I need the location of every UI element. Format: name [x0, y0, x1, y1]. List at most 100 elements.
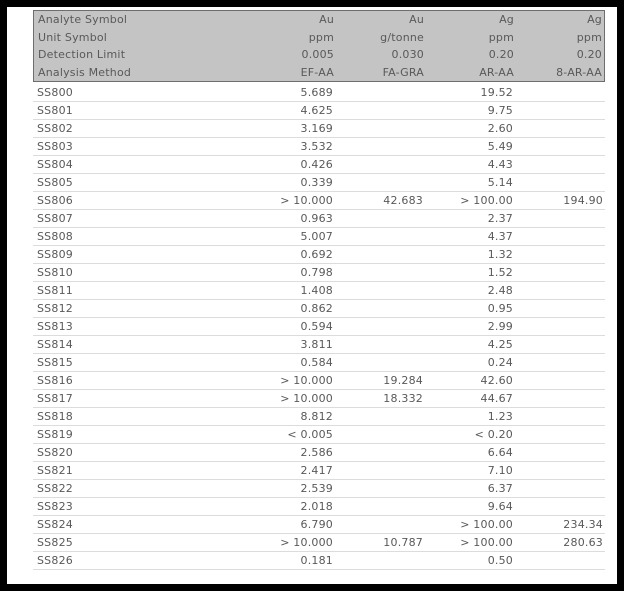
header-cell: ppm: [308, 30, 334, 44]
table-row: SS807 0.963 2.37: [33, 210, 605, 228]
table-row: SS808 5.007 4.37: [33, 228, 605, 246]
table-row: SS820 2.586 6.64: [33, 444, 605, 462]
sample-id: SS817: [37, 392, 73, 405]
table-row: SS811 1.408 2.48: [33, 282, 605, 300]
value-cell: 3.811: [300, 338, 333, 351]
value-cell: 5.689: [300, 86, 333, 99]
sample-id: SS805: [37, 176, 73, 189]
value-cell: 2.539: [300, 482, 333, 495]
header-row-label: Analyte Symbol: [38, 13, 128, 27]
value-cell: 0.426: [300, 158, 333, 171]
value-cell: 5.007: [300, 230, 333, 243]
value-cell: 234.34: [563, 518, 603, 531]
header-cell: ppm: [488, 30, 514, 44]
sample-id: SS820: [37, 446, 73, 459]
header-row-label: Detection Limit: [38, 48, 126, 62]
value-cell: 0.181: [300, 554, 333, 567]
sample-id: SS806: [37, 194, 73, 207]
table-row: SS816 > 10.000 19.284 42.60: [33, 372, 605, 390]
value-cell: 1.23: [487, 410, 513, 423]
value-cell: 0.339: [300, 176, 333, 189]
sample-id: SS818: [37, 410, 73, 423]
value-cell: 1.408: [300, 284, 333, 297]
header-cell: Ag: [499, 13, 514, 27]
value-cell: > 10.000: [280, 374, 333, 387]
sample-id: SS813: [37, 320, 73, 333]
sample-id: SS819: [37, 428, 73, 441]
table-row: SS822 2.539 6.37: [33, 480, 605, 498]
header-cell: AR-AA: [479, 65, 514, 79]
value-cell: 3.169: [300, 122, 333, 135]
header-cell: 0.005: [301, 48, 334, 62]
value-cell: 0.584: [300, 356, 333, 369]
table-header: Analyte Symbol Au Au Ag Ag Unit Symbol ppm g/to…: [33, 10, 605, 82]
table-row: SS804 0.426 4.43: [33, 156, 605, 174]
sample-id: SS824: [37, 518, 73, 531]
header-row: Analysis Method EF-AA FA-GRA AR-AA 8-AR-AA: [34, 64, 604, 82]
value-cell: 4.25: [487, 338, 513, 351]
value-cell: 0.692: [300, 248, 333, 261]
sample-id: SS810: [37, 266, 73, 279]
value-cell: 2.417: [300, 464, 333, 477]
header-cell: 0.20: [488, 48, 514, 62]
value-cell: 2.586: [300, 446, 333, 459]
header-cell: EF-AA: [300, 65, 334, 79]
table-row: SS824 6.790 > 100.00 234.34: [33, 516, 605, 534]
value-cell: 0.798: [300, 266, 333, 279]
value-cell: 194.90: [563, 194, 603, 207]
value-cell: 2.48: [487, 284, 513, 297]
sample-id: SS802: [37, 122, 73, 135]
table-row: SS802 3.169 2.60: [33, 120, 605, 138]
sample-id: SS826: [37, 554, 73, 567]
header-cell: ppm: [576, 30, 602, 44]
header-row: Unit Symbol ppm g/tonne ppm ppm: [34, 29, 604, 47]
header-cell: Au: [319, 13, 334, 27]
table-row: SS818 8.812 1.23: [33, 408, 605, 426]
sample-id: SS800: [37, 86, 73, 99]
value-cell: 4.625: [300, 104, 333, 117]
value-cell: 4.37: [487, 230, 513, 243]
value-cell: > 100.00: [460, 518, 513, 531]
table-row: SS826 0.181 0.50: [33, 552, 605, 570]
value-cell: 280.63: [563, 536, 603, 549]
sample-id: SS811: [37, 284, 73, 297]
value-cell: 0.50: [487, 554, 513, 567]
value-cell: 44.67: [480, 392, 513, 405]
value-cell: 5.49: [487, 140, 513, 153]
value-cell: 19.284: [383, 374, 423, 387]
sample-id: SS822: [37, 482, 73, 495]
value-cell: > 100.00: [460, 194, 513, 207]
header-row-label: Unit Symbol: [38, 30, 108, 44]
table-row: SS809 0.692 1.32: [33, 246, 605, 264]
sample-id: SS807: [37, 212, 73, 225]
sample-id: SS814: [37, 338, 73, 351]
value-cell: 7.10: [487, 464, 513, 477]
value-cell: 42.60: [480, 374, 513, 387]
table-row: SS810 0.798 1.52: [33, 264, 605, 282]
value-cell: 9.75: [487, 104, 513, 117]
value-cell: 0.963: [300, 212, 333, 225]
table-row: SS803 3.532 5.49: [33, 138, 605, 156]
value-cell: 9.64: [487, 500, 513, 513]
value-cell: 0.95: [487, 302, 513, 315]
table-row: SS815 0.584 0.24: [33, 354, 605, 372]
value-cell: < 0.005: [287, 428, 333, 441]
value-cell: > 10.000: [280, 536, 333, 549]
table-row: SS813 0.594 2.99: [33, 318, 605, 336]
header-cell: Ag: [587, 13, 602, 27]
header-cell: 0.030: [391, 48, 424, 62]
value-cell: 4.43: [487, 158, 513, 171]
sample-id: SS803: [37, 140, 73, 153]
table-row: SS806 > 10.000 42.683 > 100.00 194.90: [33, 192, 605, 210]
value-cell: 0.594: [300, 320, 333, 333]
value-cell: 2.018: [300, 500, 333, 513]
table-row: SS812 0.862 0.95: [33, 300, 605, 318]
sample-id: SS816: [37, 374, 73, 387]
value-cell: > 100.00: [460, 536, 513, 549]
value-cell: 2.99: [487, 320, 513, 333]
value-cell: 6.64: [487, 446, 513, 459]
table-row: SS817 > 10.000 18.332 44.67: [33, 390, 605, 408]
value-cell: 6.790: [300, 518, 333, 531]
table-row: SS805 0.339 5.14: [33, 174, 605, 192]
